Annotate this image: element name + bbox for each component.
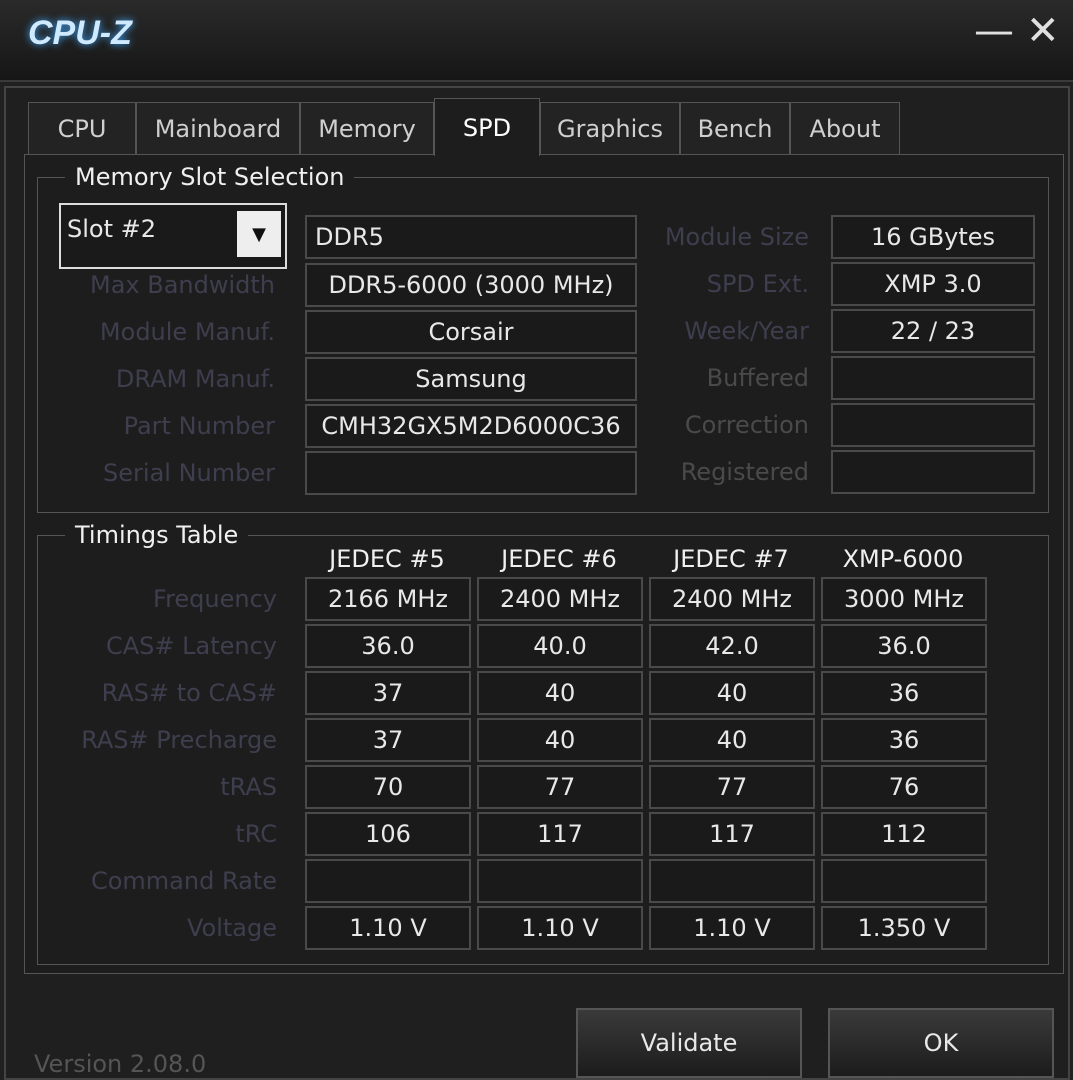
tab-about[interactable]: About [790,102,900,154]
timing-cell [305,859,471,903]
column-header: XMP-6000 [842,545,964,573]
timing-cell: 40 [477,718,643,762]
timing-cell: 36 [821,718,987,762]
field-3: CMH32GX5M2D6000C36 [305,404,637,448]
timing-cell: 37 [305,718,471,762]
timing-label: CAS# Latency [105,632,277,660]
right-field-1: XMP 3.0 [831,262,1035,306]
slot-select-value: Slot #2 [67,215,157,243]
timing-label: Command Rate [90,867,277,895]
column-header: JEDEC #5 [329,545,445,573]
timing-cell: 77 [477,765,643,809]
right-label-0: Module Size [664,223,809,251]
right-label-4: Correction [684,411,809,439]
tab-bench[interactable]: Bench [680,102,790,154]
label-1: Module Manuf. [99,318,275,346]
timings-group [37,535,1049,965]
timing-cell: 1.10 V [477,906,643,950]
right-field-0: 16 GBytes [831,215,1035,259]
label-2: DRAM Manuf. [115,365,275,393]
timing-cell: 112 [821,812,987,856]
timing-cell: 2166 MHz [305,577,471,621]
timing-cell: 37 [305,671,471,715]
timing-cell [821,859,987,903]
timing-label: tRC [235,820,277,848]
right-field-5 [831,450,1035,494]
tab-spd[interactable]: SPD [434,98,540,156]
timing-cell: 106 [305,812,471,856]
timing-label: Voltage [186,914,277,942]
timing-cell [477,859,643,903]
timing-cell: 117 [649,812,815,856]
timing-cell: 77 [649,765,815,809]
right-field-4 [831,403,1035,447]
right-label-5: Registered [680,458,809,486]
timing-cell [649,859,815,903]
timing-cell: 40.0 [477,624,643,668]
close-button[interactable]: ✕ [1026,8,1060,54]
label-0: Max Bandwidth [89,271,275,299]
timing-label: Frequency [153,585,277,613]
memory-type: DDR5 [305,215,637,259]
field-0: DDR5-6000 (3000 MHz) [305,263,637,307]
right-label-1: SPD Ext. [706,270,809,298]
slot-select[interactable]: Slot #2 ▼ [59,203,287,269]
spd-panel: Memory Slot Selection Slot #2 ▼ DDR5 Max… [24,154,1064,974]
title-bar: CPU-Z — ✕ [0,0,1073,82]
timing-cell: 36 [821,671,987,715]
tab-memory[interactable]: Memory [300,102,434,154]
tab-graphics[interactable]: Graphics [540,102,680,154]
timing-cell: 1.10 V [305,906,471,950]
memory-slot-group [37,177,1049,513]
chevron-down-icon[interactable]: ▼ [237,211,281,257]
memory-slot-title: Memory Slot Selection [65,163,355,191]
timing-cell: 1.10 V [649,906,815,950]
app-title: CPU-Z [28,14,132,52]
right-field-3 [831,356,1035,400]
timings-title: Timings Table [65,521,249,549]
label-4: Serial Number [103,459,275,487]
tab-cpu[interactable]: CPU [28,102,136,154]
validate-button[interactable]: Validate [576,1008,802,1078]
label-3: Part Number [123,412,275,440]
right-label-2: Week/Year [684,317,809,345]
timing-cell: 42.0 [649,624,815,668]
minimize-button[interactable]: — [974,8,1014,54]
timing-cell: 3000 MHz [821,577,987,621]
timing-label: RAS# Precharge [81,726,277,754]
timing-cell: 36.0 [821,624,987,668]
ok-button[interactable]: OK [828,1008,1054,1078]
timing-cell: 40 [649,718,815,762]
timing-label: tRAS [220,773,277,801]
timing-cell: 40 [649,671,815,715]
timing-cell: 2400 MHz [477,577,643,621]
timing-cell: 76 [821,765,987,809]
timing-cell: 2400 MHz [649,577,815,621]
timing-cell: 70 [305,765,471,809]
field-4 [305,451,637,495]
timing-cell: 117 [477,812,643,856]
version-label: Version 2.08.0 [34,1050,207,1078]
tab-mainboard[interactable]: Mainboard [136,102,300,154]
timing-label: RAS# to CAS# [101,679,277,707]
column-header: JEDEC #7 [673,545,789,573]
field-2: Samsung [305,357,637,401]
timing-cell: 1.350 V [821,906,987,950]
right-label-3: Buffered [706,364,809,392]
field-1: Corsair [305,310,637,354]
timing-cell: 36.0 [305,624,471,668]
timing-cell: 40 [477,671,643,715]
right-field-2: 22 / 23 [831,309,1035,353]
column-header: JEDEC #6 [501,545,617,573]
